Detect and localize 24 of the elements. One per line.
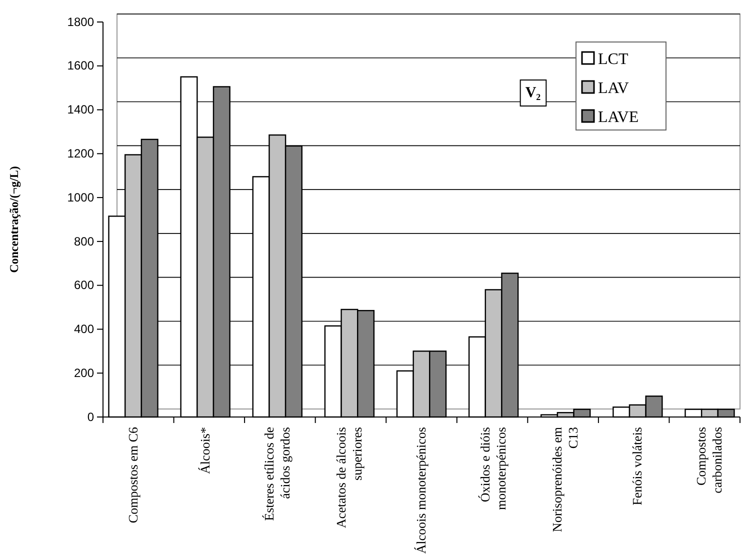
x-tick-label: Compostos em C6 xyxy=(125,426,140,524)
y-axis-title: Concentração/(¬g/L) xyxy=(7,166,21,273)
y-tick-label: 400 xyxy=(74,322,94,336)
y-tick-label: 1800 xyxy=(67,14,94,29)
y-tick-label: 1000 xyxy=(67,190,94,204)
y-tick-label: 600 xyxy=(74,278,94,292)
x-tick-label: Ésteres etílicos de ácidos gordos xyxy=(261,426,292,521)
y-tick-label: 1200 xyxy=(67,146,94,161)
annotation: V₂ xyxy=(525,85,542,101)
y-tick-label: 0 xyxy=(87,410,94,424)
legend-label: LAV xyxy=(598,80,630,97)
x-tick-label: Fenóis voláteis xyxy=(630,427,645,506)
x-tick-label: Compostos carbonilados xyxy=(694,427,725,494)
legend-label: LCT xyxy=(598,51,628,68)
legend-label: LAVE xyxy=(598,109,639,126)
y-tick-label: 800 xyxy=(74,234,94,248)
y-tick-label: 1600 xyxy=(67,58,94,73)
x-tick-label: Óxidos e dióis monoterpénicos xyxy=(478,427,509,510)
x-tick-label: Álcoois monoterpénicos xyxy=(414,427,428,554)
x-tick-label: Acetatos de álcoois superiores xyxy=(333,427,364,528)
y-tick-label: 200 xyxy=(74,366,94,380)
x-tick-label: Norisoprenóides em C13 xyxy=(550,427,581,532)
x-tick-label: Álcoois* xyxy=(197,427,212,474)
y-tick-label: 1400 xyxy=(67,102,94,117)
